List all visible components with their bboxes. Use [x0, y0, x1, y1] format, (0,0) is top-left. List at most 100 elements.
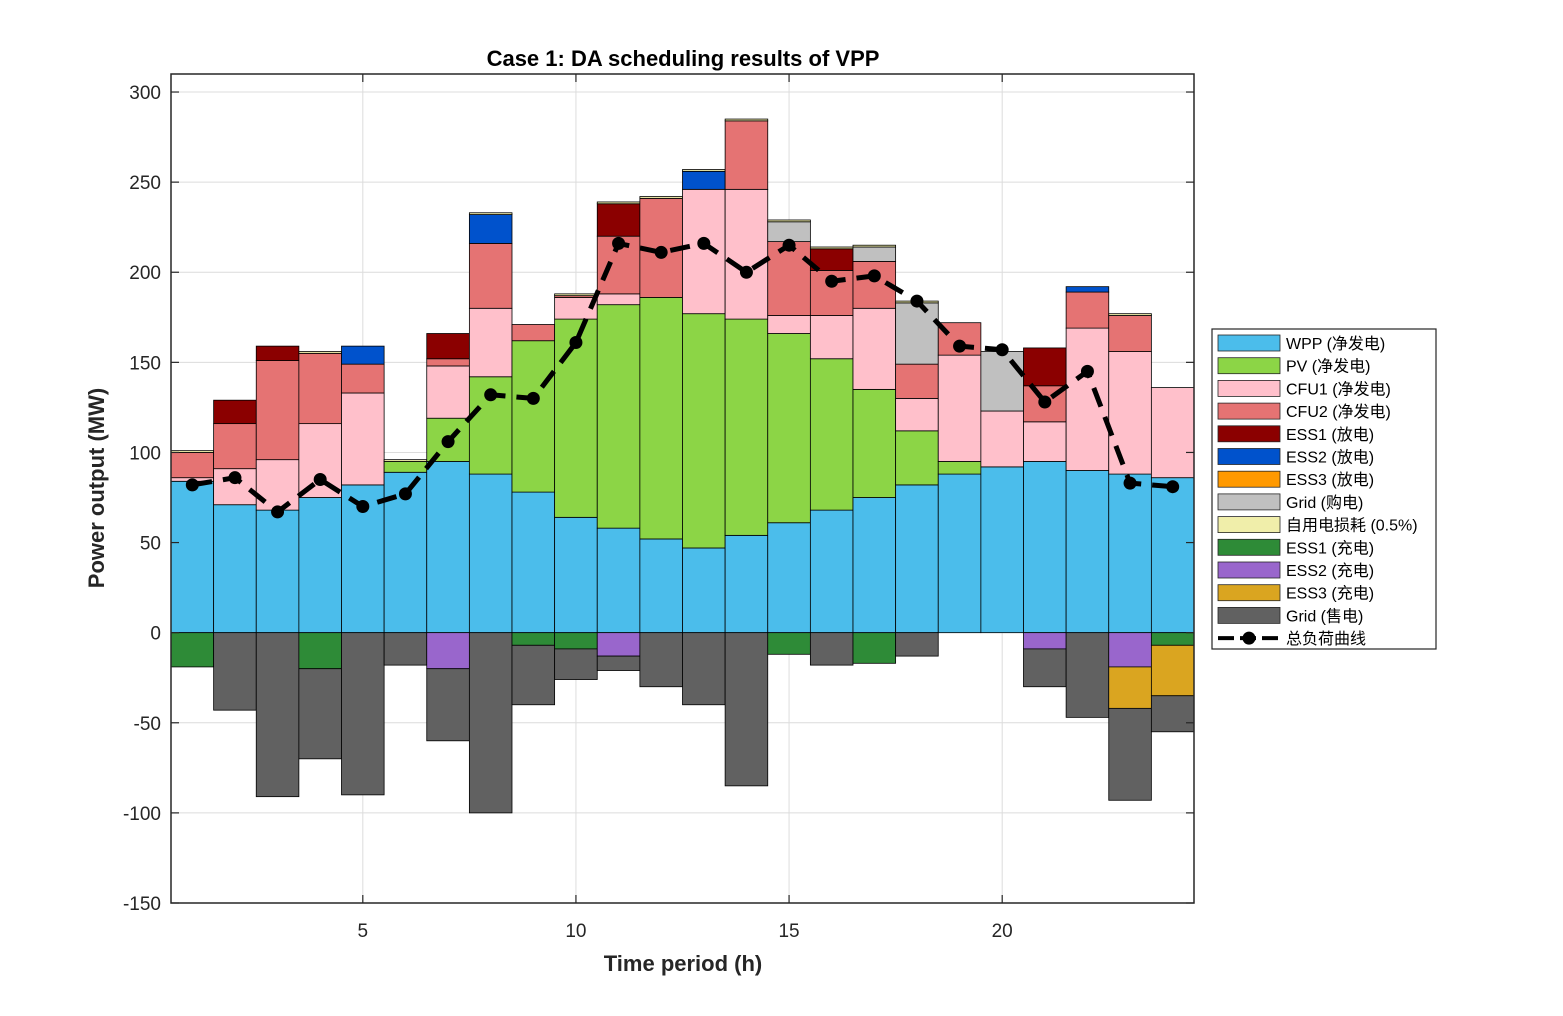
bar-segment	[852, 307, 897, 390]
bar-segment	[639, 297, 683, 540]
bar-segment	[895, 484, 939, 634]
bar-segment	[809, 315, 854, 360]
bar-segment	[383, 632, 428, 666]
bar-segment	[426, 333, 470, 360]
bar-segment	[554, 516, 598, 634]
load-curve	[185, 236, 1180, 519]
bar-segment	[426, 365, 470, 419]
load-curve-point	[398, 487, 412, 501]
bar-segment	[1023, 461, 1067, 634]
bar-segment	[682, 547, 726, 634]
bar-segment	[426, 668, 470, 742]
legend-swatch	[1217, 607, 1281, 624]
y-tick-label: 50	[140, 534, 161, 555]
bar-segment	[1023, 632, 1067, 650]
bar-segment	[1150, 644, 1195, 697]
x-tick-label: 10	[565, 921, 586, 942]
bar-segment	[511, 324, 556, 342]
bar-segment	[596, 203, 641, 237]
load-curve-point	[1080, 364, 1094, 378]
legend-label: ESS1 (充电)	[1286, 539, 1374, 557]
bar-segment	[767, 219, 811, 223]
load-curve-line	[191, 240, 1173, 515]
bar-segment	[554, 632, 598, 650]
bar-segment	[341, 392, 385, 486]
bar-segment	[895, 363, 939, 399]
bar-segment	[1150, 632, 1195, 646]
load-curve-point	[526, 391, 540, 405]
bar-segment	[937, 461, 982, 475]
legend-label: ESS1 (放电)	[1286, 426, 1374, 444]
bar-segment	[170, 632, 215, 668]
bar-segment	[1108, 473, 1152, 634]
legend-swatch	[1217, 334, 1281, 352]
legend-label: ESS3 (放电)	[1286, 471, 1374, 489]
bar-segment	[767, 522, 811, 634]
y-tick-label: 250	[129, 173, 161, 194]
bar-segment	[980, 410, 1024, 468]
y-tick-label: 100	[129, 443, 161, 464]
bar-segment	[639, 196, 683, 199]
bar-segment	[682, 632, 726, 706]
bar-segment	[298, 668, 342, 760]
bar-segment	[1065, 286, 1110, 293]
bar-segment	[1150, 477, 1195, 634]
bar-segment	[383, 461, 428, 473]
bar-segment	[468, 632, 513, 814]
bar-segment	[1065, 327, 1110, 471]
legend-swatch	[1217, 561, 1281, 579]
bar-segment	[213, 632, 257, 711]
load-curve-point	[1123, 476, 1137, 490]
bar-segment	[937, 354, 982, 462]
bar-segment	[809, 632, 854, 666]
legend-label: 总负荷曲线	[1286, 630, 1366, 648]
bar-segment	[170, 452, 215, 479]
x-tick-label: 5	[358, 921, 369, 942]
bar-segment	[468, 214, 513, 244]
load-curve-point	[569, 336, 583, 350]
legend-line-marker	[1242, 631, 1256, 645]
load-curve-point	[825, 274, 839, 288]
load-curve-point	[228, 471, 242, 485]
bar-segment	[724, 318, 769, 536]
y-axis-title: Power output (MW)	[84, 388, 109, 588]
bar-segment	[596, 632, 641, 657]
bar-segment	[213, 399, 257, 425]
load-curve-point	[867, 269, 881, 283]
bar-segment	[767, 221, 811, 243]
bar-segment	[511, 340, 556, 493]
bar-segment	[596, 201, 641, 205]
y-tick-label: 150	[129, 353, 161, 374]
legend-label: CFU2 (净发电)	[1286, 403, 1391, 421]
bar-segment	[341, 345, 385, 365]
legend-swatch	[1217, 470, 1281, 488]
load-curve-point	[910, 294, 924, 308]
bar-segment	[383, 459, 428, 462]
bar-segment	[1065, 470, 1110, 634]
y-tick-label: -100	[123, 804, 161, 825]
bar-segment	[468, 243, 513, 309]
bar-segment	[298, 352, 342, 425]
bar-segment	[468, 307, 513, 378]
plot-frame	[170, 73, 1195, 904]
bar-segment	[213, 504, 257, 634]
bar-segment	[809, 246, 854, 250]
load-curve-point	[441, 435, 455, 449]
bar-segment	[852, 246, 897, 262]
load-curve-point	[995, 343, 1009, 357]
bar-segment	[596, 304, 641, 529]
bar-segment	[1065, 632, 1110, 718]
bar-segment	[255, 509, 300, 634]
bar-segment	[511, 632, 556, 646]
load-curve-point	[1038, 395, 1052, 409]
chart-title: Case 1: DA scheduling results of VPP	[487, 46, 880, 71]
bar-segment	[895, 632, 939, 657]
bar-segment	[255, 632, 300, 798]
load-curve-point	[185, 478, 199, 492]
bars	[170, 118, 1195, 814]
load-curve-point	[356, 500, 370, 514]
bar-segment	[639, 538, 683, 634]
legend-swatch	[1217, 493, 1281, 511]
x-tick-label: 20	[992, 921, 1013, 942]
